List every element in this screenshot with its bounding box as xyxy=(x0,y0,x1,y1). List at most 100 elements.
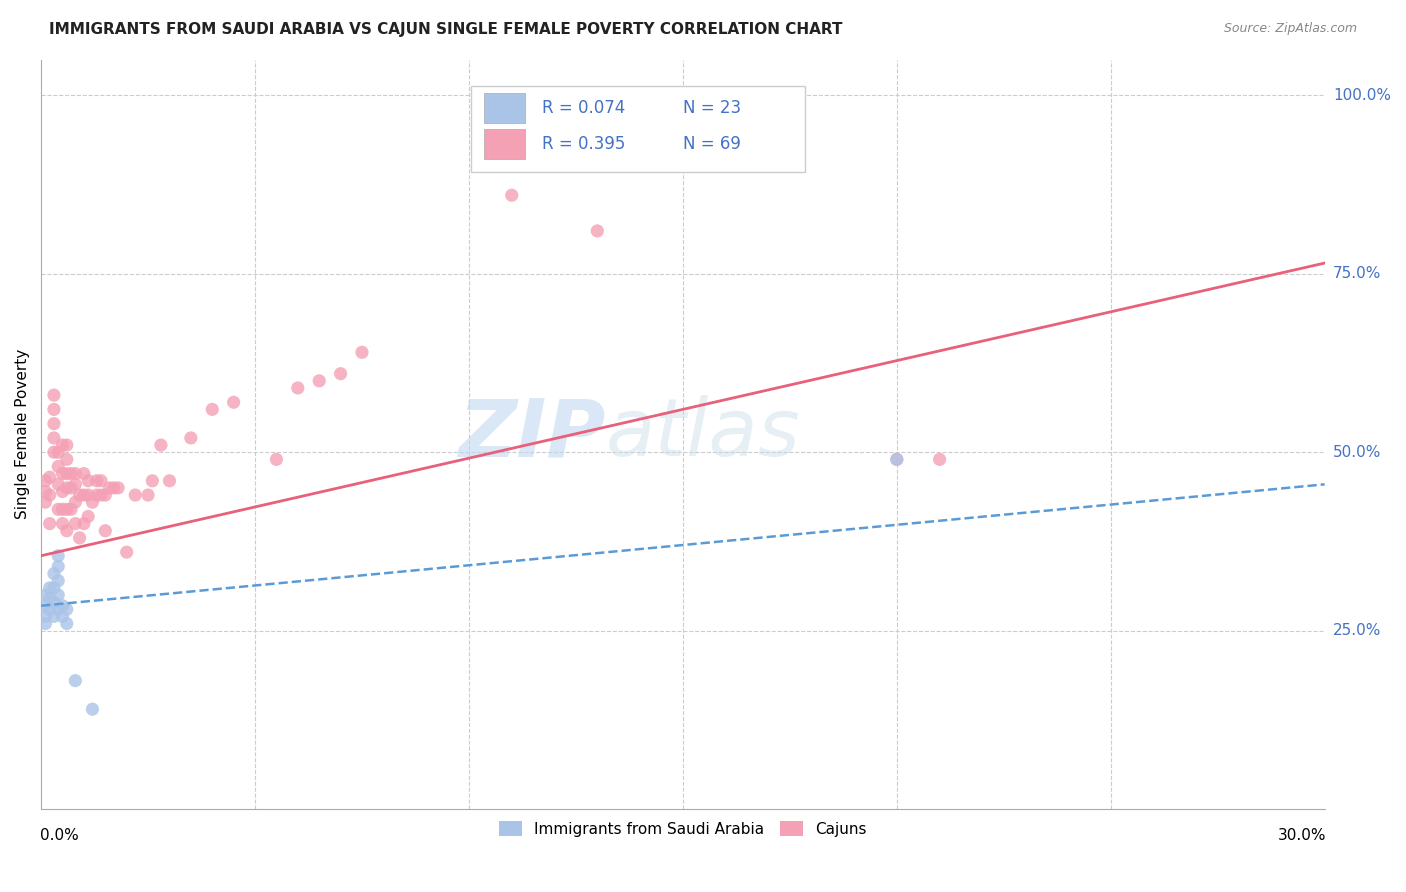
Text: 30.0%: 30.0% xyxy=(1278,828,1326,843)
Point xyxy=(86,474,108,488)
Point xyxy=(90,474,112,488)
Text: 100.0%: 100.0% xyxy=(1333,87,1391,103)
Point xyxy=(34,484,56,499)
Point xyxy=(73,516,96,531)
Point xyxy=(65,467,87,481)
Point xyxy=(82,702,104,716)
Point xyxy=(141,474,163,488)
Point xyxy=(55,524,77,538)
Point xyxy=(42,402,65,417)
Point xyxy=(51,502,73,516)
Point xyxy=(38,516,60,531)
Text: N = 69: N = 69 xyxy=(683,136,741,153)
Point xyxy=(222,395,245,409)
Text: 75.0%: 75.0% xyxy=(1333,266,1381,281)
Point xyxy=(51,467,73,481)
Point xyxy=(42,445,65,459)
Point xyxy=(329,367,352,381)
Text: 50.0%: 50.0% xyxy=(1333,445,1381,459)
Point xyxy=(42,566,65,581)
Point xyxy=(38,581,60,595)
Text: Source: ZipAtlas.com: Source: ZipAtlas.com xyxy=(1223,22,1357,36)
Point xyxy=(55,452,77,467)
Point xyxy=(51,609,73,624)
Point xyxy=(65,516,87,531)
Point xyxy=(501,188,523,202)
Point xyxy=(46,445,69,459)
Point xyxy=(77,474,100,488)
Point xyxy=(34,495,56,509)
Point xyxy=(60,481,83,495)
Point xyxy=(38,591,60,606)
Text: 25.0%: 25.0% xyxy=(1333,624,1381,638)
Point xyxy=(46,559,69,574)
Point xyxy=(51,516,73,531)
Point xyxy=(103,481,125,495)
Point xyxy=(201,402,224,417)
Point xyxy=(46,588,69,602)
Point xyxy=(65,495,87,509)
Point xyxy=(124,488,146,502)
Point xyxy=(115,545,138,559)
Point xyxy=(350,345,373,359)
Point xyxy=(38,470,60,484)
Point xyxy=(136,488,159,502)
Text: IMMIGRANTS FROM SAUDI ARABIA VS CAJUN SINGLE FEMALE POVERTY CORRELATION CHART: IMMIGRANTS FROM SAUDI ARABIA VS CAJUN SI… xyxy=(49,22,842,37)
Point xyxy=(55,502,77,516)
Point xyxy=(51,438,73,452)
Point xyxy=(107,481,129,495)
Point xyxy=(73,467,96,481)
Point xyxy=(46,459,69,474)
Point xyxy=(34,599,56,613)
Point xyxy=(69,488,91,502)
Point xyxy=(886,452,908,467)
Point xyxy=(82,495,104,509)
Point xyxy=(42,417,65,431)
Point xyxy=(65,673,87,688)
Point xyxy=(69,531,91,545)
Point xyxy=(55,438,77,452)
Point xyxy=(886,452,908,467)
Point xyxy=(42,431,65,445)
Point xyxy=(42,388,65,402)
Point xyxy=(266,452,288,467)
Text: 0.0%: 0.0% xyxy=(39,828,79,843)
Point xyxy=(287,381,309,395)
Point xyxy=(586,224,609,238)
Point xyxy=(55,602,77,616)
FancyBboxPatch shape xyxy=(484,94,524,123)
Point xyxy=(86,488,108,502)
Point xyxy=(51,599,73,613)
Point xyxy=(60,502,83,516)
Text: ZIP: ZIP xyxy=(458,395,606,474)
Point xyxy=(98,481,121,495)
Point xyxy=(149,438,172,452)
Point xyxy=(55,616,77,631)
Point xyxy=(55,467,77,481)
Point xyxy=(73,488,96,502)
Point xyxy=(60,467,83,481)
Point xyxy=(308,374,330,388)
Point xyxy=(928,452,950,467)
Y-axis label: Single Female Poverty: Single Female Poverty xyxy=(15,350,30,519)
Point xyxy=(46,602,69,616)
Point xyxy=(42,595,65,609)
Point xyxy=(65,477,87,491)
Point xyxy=(42,609,65,624)
Text: N = 23: N = 23 xyxy=(683,99,741,118)
Text: atlas: atlas xyxy=(606,395,800,474)
Text: R = 0.074: R = 0.074 xyxy=(541,99,624,118)
Point xyxy=(34,474,56,488)
Legend: Immigrants from Saudi Arabia, Cajuns: Immigrants from Saudi Arabia, Cajuns xyxy=(494,814,873,843)
FancyBboxPatch shape xyxy=(471,86,804,172)
Point xyxy=(34,609,56,624)
Point xyxy=(180,431,202,445)
Point xyxy=(94,488,117,502)
Point xyxy=(90,488,112,502)
Point xyxy=(77,509,100,524)
Point xyxy=(34,616,56,631)
Text: R = 0.395: R = 0.395 xyxy=(541,136,626,153)
Point xyxy=(46,574,69,588)
Point xyxy=(38,488,60,502)
Point xyxy=(51,484,73,499)
